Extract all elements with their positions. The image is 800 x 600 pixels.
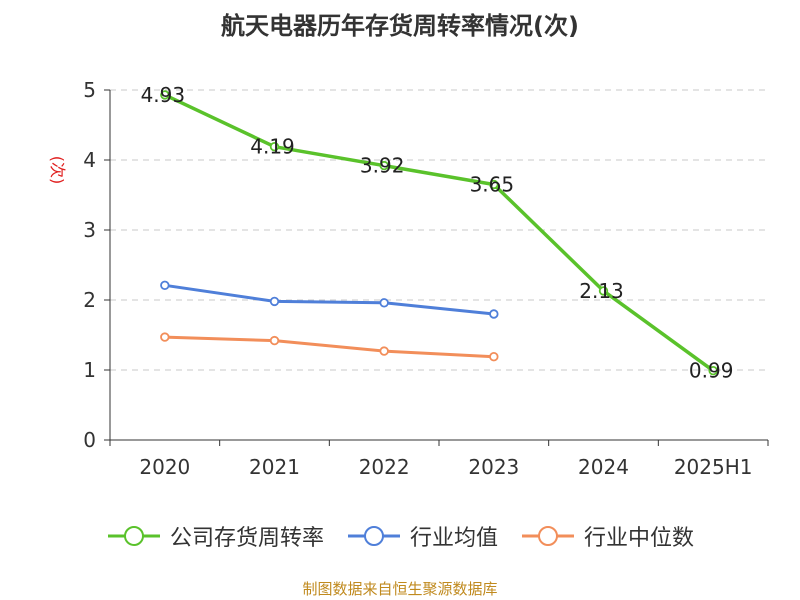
data-label: 2.13 (579, 279, 624, 303)
data-point (269, 141, 280, 152)
data-point (160, 280, 170, 290)
legend-label: 行业中位数 (584, 526, 695, 551)
source-note: 制图数据来自恒生聚源数据库 (302, 580, 498, 598)
x-tick-label: 2020 (139, 455, 190, 479)
data-point (489, 352, 499, 362)
data-label: 3.92 (360, 154, 405, 178)
y-tick-label: 0 (83, 428, 96, 452)
data-point (160, 90, 170, 100)
data-point (489, 309, 499, 319)
legend-circle (123, 526, 144, 546)
legend-item[interactable]: 公司存货周转率 (106, 520, 324, 552)
data-point (379, 160, 389, 171)
data-point (489, 179, 499, 190)
x-tick-label: 2022 (359, 455, 410, 479)
data-point (269, 335, 280, 346)
y-tick-label: 5 (83, 78, 96, 102)
legend-circle (363, 526, 384, 546)
x-tick-label: 2023 (468, 455, 519, 479)
series-line (164, 335, 494, 359)
data-label: 3.65 (470, 173, 515, 197)
chart-title: 航天电器历年存货周转率情况(次) (221, 12, 579, 40)
y-axis-label: (次) (48, 156, 67, 185)
y-tick-label: 2 (83, 288, 96, 312)
data-point (379, 298, 389, 308)
legend-marker-icon (107, 526, 160, 546)
legend: 公司存货周转率 行业均值 行业中位数 (0, 520, 800, 552)
legend-circle (538, 526, 558, 546)
legend-item[interactable]: 行业均值 (346, 520, 498, 552)
legend-label: 公司存货周转率 (169, 526, 324, 551)
x-tick-label: 2021 (249, 455, 300, 479)
series-line (164, 93, 715, 373)
legend-label: 行业均值 (409, 526, 498, 551)
data-point (708, 366, 718, 376)
data-label: 4.93 (141, 83, 186, 107)
legend-item[interactable]: 行业中位数 (520, 520, 694, 552)
data-label: 4.19 (250, 135, 295, 159)
legend-marker-icon (347, 526, 400, 546)
y-tick-label: 3 (83, 218, 96, 242)
data-point (598, 286, 609, 296)
data-point (160, 332, 170, 342)
y-tick-label: 1 (83, 358, 96, 382)
data-point (379, 346, 389, 356)
x-tick-label: 2025H1 (674, 455, 753, 479)
data-label: 0.99 (689, 359, 734, 383)
x-tick-label: 2024 (578, 455, 629, 479)
series-line (164, 283, 494, 316)
y-tick-label: 4 (83, 148, 96, 172)
legend-marker-icon (522, 526, 574, 546)
data-point (269, 296, 280, 307)
